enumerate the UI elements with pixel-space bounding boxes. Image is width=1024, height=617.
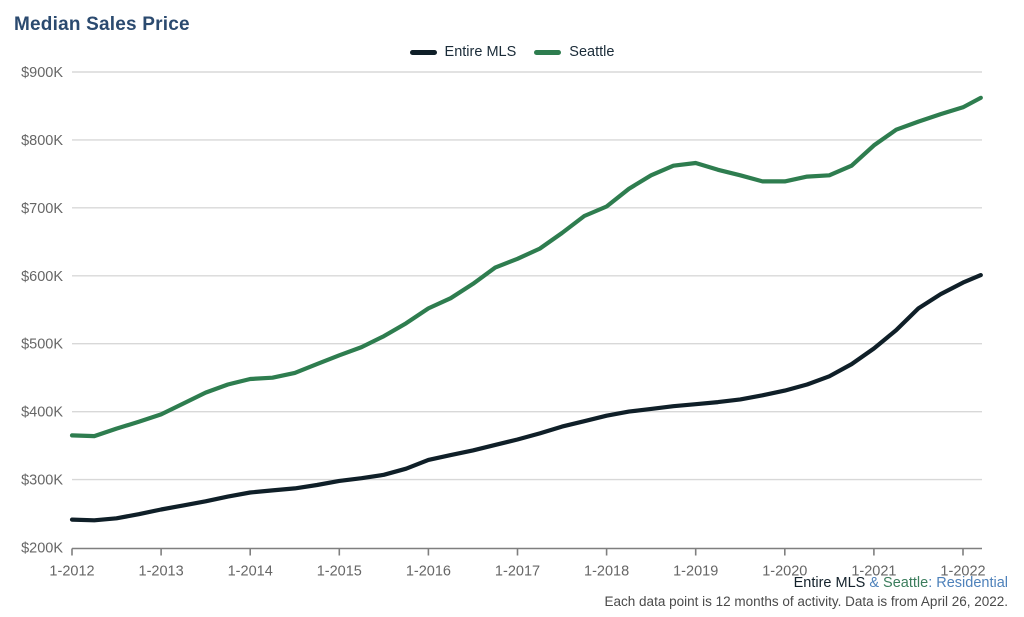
y-tick-label: $300K: [21, 473, 63, 489]
x-tick-label: 1-2014: [228, 564, 273, 580]
x-tick-label: 1-2021: [851, 564, 896, 580]
y-tick-label: $500K: [21, 337, 63, 353]
series-line-seattle: [69, 95, 983, 439]
x-tick-label: 1-2015: [317, 564, 362, 580]
x-tick-label: 1-2017: [495, 564, 540, 580]
x-tick-label: 1-2013: [139, 564, 184, 580]
x-tick-label: 1-2022: [940, 564, 985, 580]
footer-series-caption: Entire MLS & Seattle: Residential: [794, 575, 1008, 591]
y-tick-label: $600K: [21, 269, 63, 285]
footer-data-note: Each data point is 12 months of activity…: [604, 594, 1008, 609]
footer-caption-part: : Residential: [928, 575, 1008, 591]
x-tick-label: 1-2018: [584, 564, 629, 580]
series-line-entire-mls: [69, 273, 983, 523]
x-tick-label: 1-2019: [673, 564, 718, 580]
y-tick-label: $400K: [21, 405, 63, 421]
footer-caption-part: Seattle: [883, 575, 929, 591]
footer-caption-part: Entire MLS: [793, 575, 866, 591]
x-tick-label: 1-2020: [762, 564, 807, 580]
x-tick-label: 1-2012: [49, 564, 94, 580]
footer-caption-part: &: [865, 575, 884, 591]
y-tick-label: $800K: [21, 133, 63, 149]
x-tick-label: 1-2016: [406, 564, 451, 580]
y-tick-label: $200K: [21, 541, 63, 557]
y-tick-label: $700K: [21, 201, 63, 217]
y-tick-label: $900K: [21, 65, 63, 81]
page-title: Median Sales Price: [14, 14, 190, 35]
